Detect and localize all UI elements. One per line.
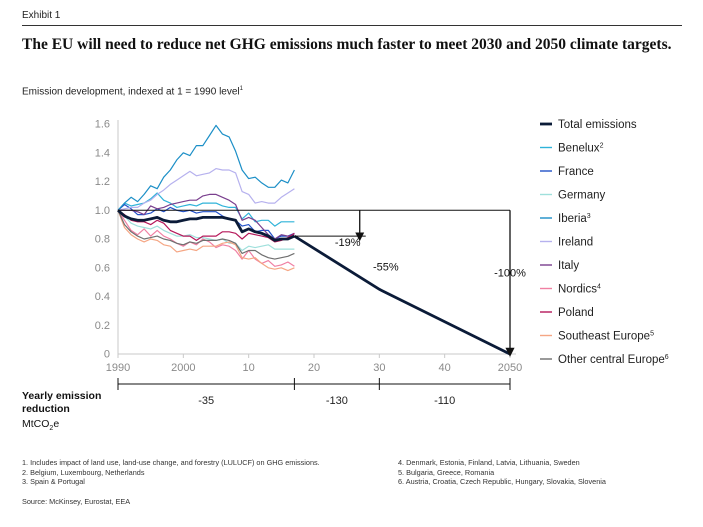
series-line-benelux — [117, 192, 295, 227]
series-line-ireland — [117, 168, 295, 211]
target-path-line — [293, 234, 511, 356]
x-tick-label: 40 — [439, 362, 451, 374]
subtitle-text: Emission development, indexed at 1 = 199… — [22, 86, 240, 98]
legend-label-ireland: Ireland — [558, 237, 593, 249]
legend-label-iberia: Iberia3 — [558, 213, 591, 225]
x-tick-label: 1990 — [106, 362, 130, 374]
y-tick-label: 1.4 — [95, 147, 110, 159]
x-tick-label: 2000 — [171, 362, 195, 374]
y-tick-label: 1.6 — [95, 119, 110, 131]
x-tick-label: 30 — [373, 362, 385, 374]
legend-label-other-central-europe: Other central Europe6 — [558, 354, 669, 366]
legend-label-southeast-europe: Southeast Europe5 — [558, 331, 654, 343]
yearly-reduction-label: Yearly emission reduction — [22, 390, 122, 416]
footnotes-right: 4. Denmark, Estonia, Finland, Latvia, Li… — [398, 458, 606, 487]
chart-subtitle: Emission development, indexed at 1 = 199… — [22, 86, 243, 97]
legend-label-benelux: Benelux2 — [558, 143, 604, 155]
y-tick-label: 1.0 — [95, 205, 110, 217]
yearly-reduction-label-text: Yearly emission reduction — [22, 390, 102, 415]
x-tick-label: 20 — [308, 362, 320, 374]
reduction-value: -35 — [198, 395, 214, 407]
unit-main: MtCO — [22, 418, 50, 430]
legend-label-germany: Germany — [558, 190, 606, 202]
series-line-germany — [117, 209, 295, 252]
reduction-value: -130 — [326, 395, 348, 407]
footnote-6: 6. Austria, Croatia, Czech Republic, Hun… — [398, 477, 606, 486]
footnote-5: 5. Bulgaria, Greece, Romania — [398, 467, 495, 477]
unit-tail: e — [53, 418, 60, 430]
footnote-3: 3. Spain & Portugal — [22, 477, 85, 486]
target-label-55: -55% — [373, 262, 399, 274]
legend-label-total-emissions: Total emissions — [558, 119, 637, 131]
legend-label-nordics: Nordics4 — [558, 284, 601, 296]
y-tick-label: 0.2 — [95, 320, 110, 332]
footnote-1: 1. Includes impact of land use, land-use… — [22, 458, 320, 467]
series-line-poland — [117, 209, 295, 243]
unit-subscript: 2 — [49, 425, 54, 433]
source-note: Source: McKinsey, Eurostat, EEA — [22, 497, 131, 506]
y-tick-label: 0.4 — [95, 291, 110, 303]
series-line-total-emissions — [117, 209, 295, 242]
target-label-100: -100% — [494, 267, 526, 279]
subtitle-footnote-marker: 1 — [239, 86, 243, 92]
footnote-4: 4. Denmark, Estonia, Finland, Latvia, Li… — [398, 458, 580, 467]
legend-label-france: France — [558, 166, 594, 178]
series-line-southeast-europe — [117, 210, 295, 272]
yearly-reduction-unit: MtCO2e — [22, 418, 59, 432]
legend-label-italy: Italy — [558, 260, 579, 272]
x-tick-label: 2050 — [498, 362, 522, 374]
y-tick-label: 0.8 — [95, 234, 110, 246]
y-tick-label: 0.6 — [95, 262, 110, 274]
header-divider — [22, 25, 682, 26]
reduction-value: -110 — [434, 395, 455, 407]
x-tick-label: 10 — [243, 362, 255, 374]
y-tick-label: 0 — [104, 349, 110, 361]
chart-title: The EU will need to reduce net GHG emiss… — [22, 36, 672, 53]
exhibit-label: Exhibit 1 — [22, 10, 61, 21]
series-line-iberia — [117, 124, 295, 211]
legend-label-poland: Poland — [558, 307, 594, 319]
y-tick-label: 1.2 — [95, 176, 110, 188]
series-line-other-central-europe — [117, 210, 295, 260]
footnotes-left: 1. Includes impact of land use, land-use… — [22, 458, 320, 487]
footnote-2: 2. Belgium, Luxembourg, Netherlands — [22, 467, 145, 477]
target-label-19: -19% — [335, 237, 361, 249]
